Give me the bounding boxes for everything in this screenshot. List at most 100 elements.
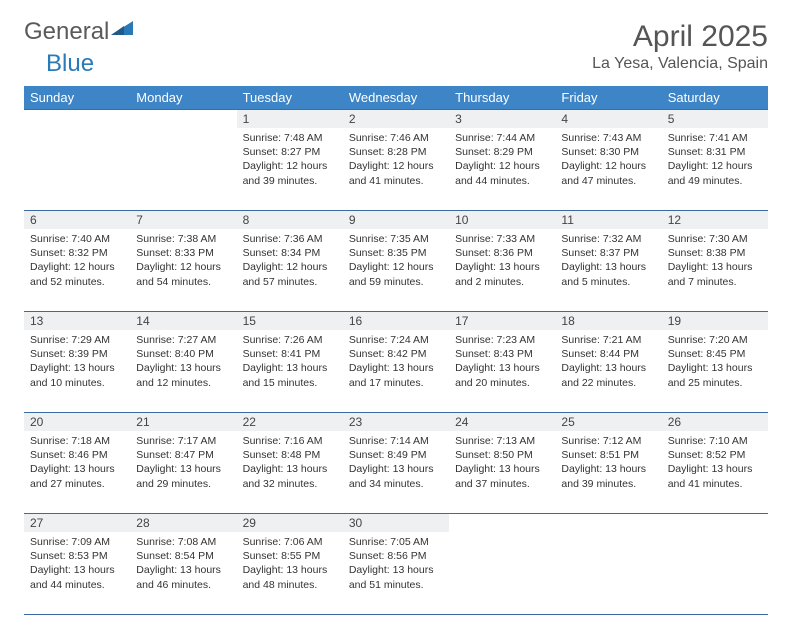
day-number: 6: [24, 210, 130, 229]
empty-cell: [555, 513, 661, 532]
empty-cell: [24, 128, 130, 210]
day-number: 12: [662, 210, 768, 229]
sunrise-line: Sunrise: 7:35 AM: [349, 233, 429, 245]
day-cell: Sunrise: 7:06 AMSunset: 8:55 PMDaylight:…: [237, 532, 343, 598]
day-number: 17: [449, 311, 555, 330]
sunset-line: Sunset: 8:50 PM: [455, 449, 533, 461]
day-number: 30: [343, 513, 449, 532]
day-number: 9: [343, 210, 449, 229]
sunrise-line: Sunrise: 7:12 AM: [561, 435, 641, 447]
day-cell: Sunrise: 7:24 AMSunset: 8:42 PMDaylight:…: [343, 330, 449, 396]
daylight-line: Daylight: 12 hours and 41 minutes.: [349, 160, 434, 186]
daylight-line: Daylight: 13 hours and 41 minutes.: [668, 463, 753, 489]
sunset-line: Sunset: 8:35 PM: [349, 247, 427, 259]
sunrise-line: Sunrise: 7:29 AM: [30, 334, 110, 346]
sunset-line: Sunset: 8:55 PM: [243, 550, 321, 562]
sunset-line: Sunset: 8:52 PM: [668, 449, 746, 461]
day-cell: Sunrise: 7:27 AMSunset: 8:40 PMDaylight:…: [130, 330, 236, 396]
month-title: April 2025: [592, 20, 768, 53]
day-cell: Sunrise: 7:30 AMSunset: 8:38 PMDaylight:…: [662, 229, 768, 295]
day-number: 2: [343, 109, 449, 128]
daylight-line: Daylight: 13 hours and 44 minutes.: [30, 564, 115, 590]
sunrise-line: Sunrise: 7:09 AM: [30, 536, 110, 548]
sunrise-line: Sunrise: 7:36 AM: [243, 233, 323, 245]
day-cell: Sunrise: 7:44 AMSunset: 8:29 PMDaylight:…: [449, 128, 555, 194]
week-row: Sunrise: 7:40 AM Sunset: 8:32 PM Daylight:…: [24, 229, 768, 311]
logo-text-blue: Blue: [46, 50, 94, 77]
calendar-table: SundayMondayTuesdayWednesdayThursdayFrid…: [24, 86, 768, 615]
sunset-line: Sunset: 8:29 PM: [455, 146, 533, 158]
empty-cell: [449, 513, 555, 532]
daylight-line: Daylight: 13 hours and 17 minutes.: [349, 362, 434, 388]
sunset-line: Sunset: 8:56 PM: [349, 550, 427, 562]
sunrise-line: Sunrise: 7:26 AM: [243, 334, 323, 346]
day-number: 19: [662, 311, 768, 330]
day-cell: Sunrise: 7:05 AMSunset: 8:56 PMDaylight:…: [343, 532, 449, 598]
daylight-line: Daylight: 12 hours and 39 minutes.: [243, 160, 328, 186]
day-number: 11: [555, 210, 661, 229]
day-cell: Sunrise: 7:18 AMSunset: 8:46 PMDaylight:…: [24, 431, 130, 497]
daylight-line: Daylight: 13 hours and 34 minutes.: [349, 463, 434, 489]
day-cell: Sunrise: 7:10 AM Sunset: 8:52 PM Daylight:…: [662, 431, 768, 497]
day-cell: Sunrise: 7:40 AMSunset: 8:32 PMDaylight:…: [24, 229, 130, 295]
day-cell: Sunrise: 7:17 AMSunset: 8:47 PMDaylight:…: [130, 431, 236, 497]
daynum-row: 6789101112: [24, 210, 768, 229]
day-number: 28: [130, 513, 236, 532]
day-cell: Sunrise: 7:14 AMSunset: 8:49 PMDaylight:…: [343, 431, 449, 497]
day-cell: Sunrise: 7:12 AMSunset: 8:51 PMDaylight:…: [555, 431, 661, 497]
sunrise-line: Sunrise: 7:06 AM: [243, 536, 323, 548]
sunrise-line: Sunrise: 7:48 AM: [243, 132, 323, 144]
sunset-line: Sunset: 8:54 PM: [136, 550, 214, 562]
sunset-line: Sunset: 8:39 PM: [30, 348, 108, 360]
sunrise-line: Sunrise: 7:20 AM: [668, 334, 748, 346]
day-cell: Sunrise: 7:41 AMSunset: 8:31 PMDaylight:…: [662, 128, 768, 194]
day-cell: Sunrise: 7:48 AM Sunset: 8:27 PM Daylight:…: [237, 128, 343, 194]
day-number: 29: [237, 513, 343, 532]
daylight-line: Daylight: 13 hours and 7 minutes.: [668, 261, 753, 287]
sunset-line: Sunset: 8:27 PM: [243, 146, 321, 158]
sunrise-line: Sunrise: 7:17 AM: [136, 435, 216, 447]
day-number: 13: [24, 311, 130, 330]
sunrise-line: Sunrise: 7:41 AM: [668, 132, 748, 144]
day-header: Sunday: [24, 86, 130, 109]
day-number: 3: [449, 109, 555, 128]
daylight-line: Daylight: 12 hours and 49 minutes.: [668, 160, 753, 186]
day-cell: Sunrise: 7:38 AMSunset: 8:33 PMDaylight:…: [130, 229, 236, 295]
day-header: Wednesday: [343, 86, 449, 109]
week-row: Sunrise: 7:09 AMSunset: 8:53 PMDaylight:…: [24, 532, 768, 614]
sunset-line: Sunset: 8:37 PM: [561, 247, 639, 259]
title-block: April 2025 La Yesa, Valencia, Spain: [592, 20, 768, 73]
sunrise-line: Sunrise: 7:21 AM: [561, 334, 641, 346]
daylight-line: Daylight: 13 hours and 29 minutes.: [136, 463, 221, 489]
sunset-line: Sunset: 8:41 PM: [243, 348, 321, 360]
sunset-line: Sunset: 8:48 PM: [243, 449, 321, 461]
sunrise-line: Sunrise: 7:18 AM: [30, 435, 110, 447]
sunset-line: Sunset: 8:45 PM: [668, 348, 746, 360]
day-number: 27: [24, 513, 130, 532]
daylight-line: Daylight: 13 hours and 2 minutes.: [455, 261, 540, 287]
sunrise-line: Sunrise: 7:44 AM: [455, 132, 535, 144]
daylight-line: Daylight: 13 hours and 25 minutes.: [668, 362, 753, 388]
day-cell: Sunrise: 7:23 AMSunset: 8:43 PMDaylight:…: [449, 330, 555, 396]
sunrise-line: Sunrise: 7:30 AM: [668, 233, 748, 245]
sunset-line: Sunset: 8:32 PM: [30, 247, 108, 259]
empty-cell: [662, 513, 768, 532]
day-number: 23: [343, 412, 449, 431]
daylight-line: Daylight: 13 hours and 39 minutes.: [561, 463, 646, 489]
sunrise-line: Sunrise: 7:33 AM: [455, 233, 535, 245]
day-cell: Sunrise: 7:21 AMSunset: 8:44 PMDaylight:…: [555, 330, 661, 396]
sunrise-line: Sunrise: 7:40 AM: [30, 233, 110, 245]
daylight-line: Daylight: 12 hours and 54 minutes.: [136, 261, 221, 287]
daylight-line: Daylight: 13 hours and 51 minutes.: [349, 564, 434, 590]
daylight-line: Daylight: 13 hours and 32 minutes.: [243, 463, 328, 489]
sunrise-line: Sunrise: 7:10 AM: [668, 435, 748, 447]
day-header: Monday: [130, 86, 236, 109]
logo: GeneralBlue: [24, 20, 133, 76]
sunrise-line: Sunrise: 7:32 AM: [561, 233, 641, 245]
sunset-line: Sunset: 8:34 PM: [243, 247, 321, 259]
bottom-border: [24, 614, 768, 615]
sunrise-line: Sunrise: 7:14 AM: [349, 435, 429, 447]
daylight-line: Daylight: 13 hours and 22 minutes.: [561, 362, 646, 388]
daylight-line: Daylight: 13 hours and 5 minutes.: [561, 261, 646, 287]
day-number: 18: [555, 311, 661, 330]
